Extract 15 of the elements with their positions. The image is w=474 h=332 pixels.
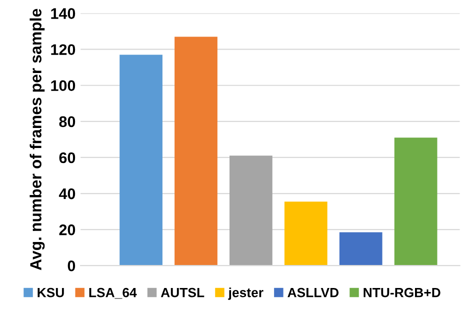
- y-tick-label: 20: [59, 224, 76, 236]
- y-tick-label: 60: [59, 152, 76, 164]
- y-tick-label: 140: [51, 8, 76, 19]
- y-tick-label: 80: [59, 116, 76, 128]
- y-tick-label: 100: [51, 80, 76, 92]
- legend-label: LSA_64: [89, 288, 137, 299]
- y-tick-label: 40: [58, 188, 76, 200]
- legend-label: KSU: [38, 288, 64, 298]
- legend-label: AUTSL: [160, 288, 204, 298]
- legend-label: ASLLVD: [288, 288, 339, 298]
- y-axis-title: Avg. number of frames per sample: [30, 8, 45, 270]
- y-tick-label: 0: [68, 260, 76, 272]
- legend-label: NTU-RGB+D: [364, 288, 440, 298]
- legend-label: jester: [228, 288, 264, 300]
- y-tick-label: 120: [51, 44, 76, 56]
